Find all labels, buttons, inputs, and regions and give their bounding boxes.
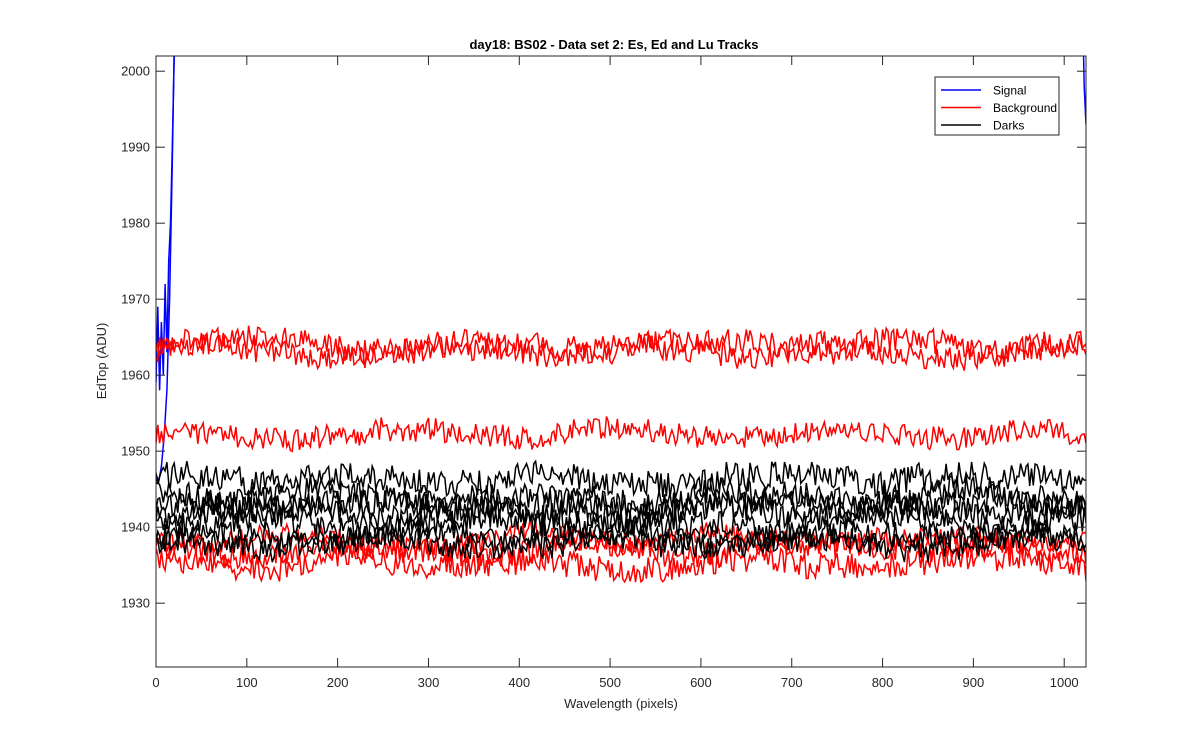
x-tick-label: 600 (690, 675, 712, 690)
y-tick-label: 1930 (121, 596, 150, 611)
x-tick-label: 500 (599, 675, 621, 690)
series-background-line-7 (156, 540, 1086, 584)
legend-label-background: Background (993, 101, 1057, 115)
y-tick-label: 2000 (121, 64, 150, 79)
legend-label-darks: Darks (993, 119, 1024, 133)
x-tick-label: 1000 (1050, 675, 1079, 690)
series-background-line-4 (156, 331, 1086, 371)
x-tick-label: 100 (236, 675, 258, 690)
chart-title: day18: BS02 - Data set 2: Es, Ed and Lu … (469, 37, 758, 52)
series-signal-line-2 (1082, 56, 1086, 125)
series-layer (156, 56, 1086, 584)
y-tick-label: 1950 (121, 444, 150, 459)
y-tick-label: 1980 (121, 216, 150, 231)
y-tick-label: 1970 (121, 292, 150, 307)
series-darks-line-15 (156, 483, 1086, 528)
x-tick-label: 800 (872, 675, 894, 690)
x-tick-label: 200 (327, 675, 349, 690)
series-background-line-5 (156, 416, 1086, 453)
y-tick-label: 1940 (121, 520, 150, 535)
legend: Signal Background Darks (934, 76, 1060, 136)
x-tick-label: 400 (508, 675, 530, 690)
series-darks-line-14 (156, 520, 1086, 563)
y-tick-label: 1990 (121, 140, 150, 155)
x-tick-label: 0 (152, 675, 159, 690)
y-tick-label: 1960 (121, 368, 150, 383)
legend-label-signal: Signal (993, 84, 1026, 98)
x-tick-label: 900 (963, 675, 985, 690)
x-tick-label: 700 (781, 675, 803, 690)
tick-layer: 0 100 200 300 400 500 600 700 800 900 1000 1930 1940… (121, 56, 1086, 690)
y-axis-label: EdTop (ADU) (94, 323, 109, 400)
x-tick-label: 300 (418, 675, 440, 690)
axes-box (155, 55, 1087, 668)
x-axis-label: Wavelength (pixels) (564, 696, 678, 711)
